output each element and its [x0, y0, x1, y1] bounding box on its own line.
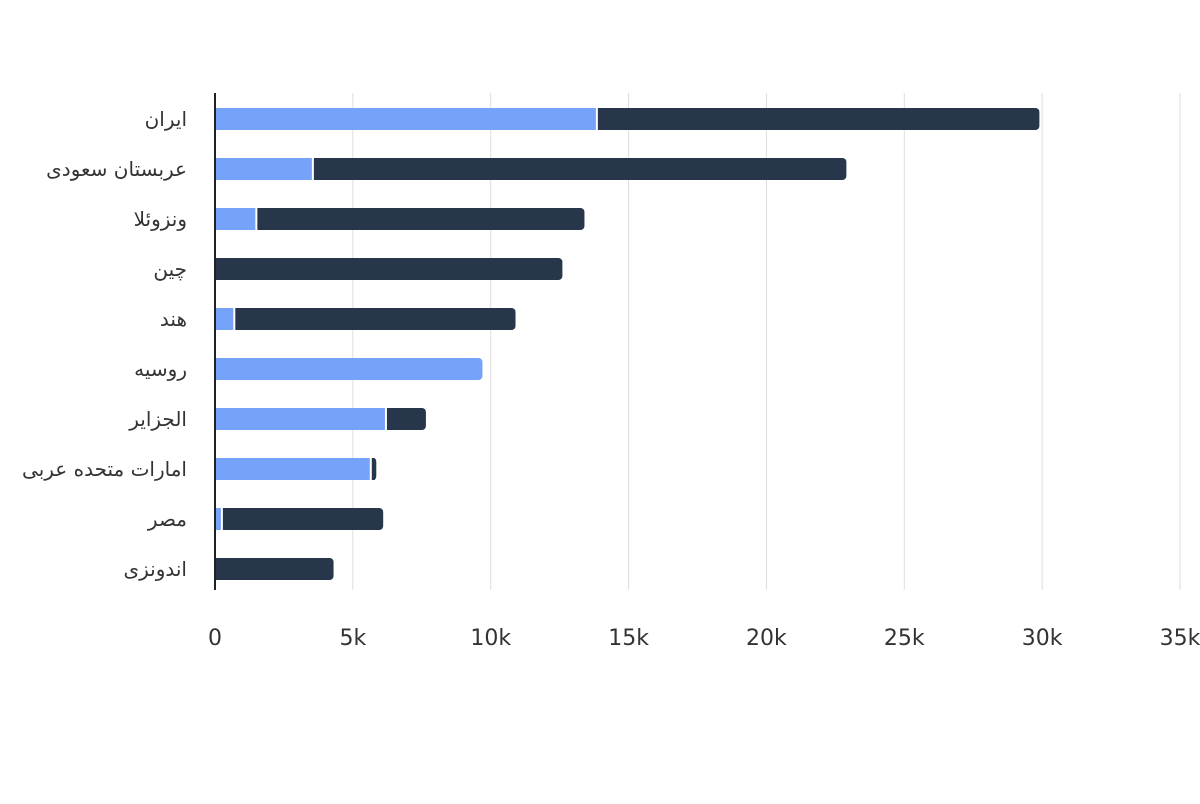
category-label-9: اندونزی [123, 557, 187, 581]
bar-0-series-1 [596, 108, 1040, 130]
bar-segment-rounded [385, 408, 426, 430]
bar-segment-base [256, 208, 261, 230]
bar-segment [215, 208, 257, 230]
bar-2-series-1 [256, 208, 585, 230]
bar-segment-base [215, 558, 219, 580]
x-tick-label-5: 25k [884, 626, 925, 651]
bar-segment-rounded [215, 258, 563, 280]
category-label-7: امارات متحده عربی [22, 457, 187, 481]
bar-segment-base [215, 258, 219, 280]
category-label-2: ونزوئلا [134, 207, 187, 231]
bar-9-series-1 [215, 558, 334, 580]
category-label-5: روسیه [134, 357, 187, 381]
bar-segment-base [312, 158, 317, 180]
bar-segment [215, 508, 222, 530]
bar-4-series-0 [215, 308, 235, 330]
bar-4-series-1 [234, 308, 516, 330]
bar-segment-rounded [596, 108, 1040, 130]
bar-7-series-1 [370, 458, 377, 480]
bar-1-series-0 [215, 158, 313, 180]
bar-0-series-0 [215, 108, 597, 130]
category-label-4: هند [160, 307, 187, 331]
category-label-1: عربستان سعودی [46, 157, 187, 181]
x-tick-label-6: 30k [1022, 626, 1063, 651]
bar-segment [215, 458, 371, 480]
bar-3-series-1 [215, 258, 563, 280]
bar-segment-rounded [312, 158, 847, 180]
bar-segment-rounded [234, 308, 516, 330]
bar-1-series-1 [312, 158, 847, 180]
bar-segment-rounded [215, 358, 483, 380]
bar-6-series-0 [215, 408, 386, 430]
x-tick-label-7: 35k [1160, 626, 1200, 651]
x-tick-label-3: 15k [608, 626, 649, 651]
bar-2-series-0 [215, 208, 257, 230]
bar-segment-rounded [256, 208, 585, 230]
bar-segment-base [234, 308, 239, 330]
x-tick-label-2: 10k [470, 626, 511, 651]
bar-segment-base [370, 458, 375, 480]
bar-7-series-0 [215, 458, 371, 480]
bar-segment-rounded [221, 508, 384, 530]
category-label-8: مصر [147, 507, 187, 531]
bar-5-series-0 [215, 358, 483, 380]
bars [215, 108, 1040, 580]
bar-segment [215, 408, 386, 430]
category-labels: ایران عربستان سعودی ونزوئلا چین هند روسیه الجز… [22, 107, 187, 581]
bar-segment [215, 308, 235, 330]
bar-6-series-1 [385, 408, 426, 430]
bar-segment-base [596, 108, 601, 130]
bar-segment [215, 108, 597, 130]
bar-segment-base [385, 408, 390, 430]
bar-segment-base [221, 508, 226, 530]
x-tick-labels: 0 5k 10k 15k 20k 25k 30k 35k [208, 626, 1200, 651]
category-label-0: ایران [145, 107, 187, 131]
bar-segment [215, 158, 313, 180]
x-tick-label-0: 0 [208, 626, 222, 651]
x-tick-label-4: 20k [746, 626, 787, 651]
category-label-6: الجزایر [128, 407, 187, 431]
bar-8-series-0 [215, 508, 222, 530]
bar-segment-rounded [215, 558, 334, 580]
category-label-3: چین [153, 257, 187, 281]
bar-segment-base [215, 358, 219, 380]
x-tick-label-1: 5k [339, 626, 366, 651]
bar-8-series-1 [221, 508, 384, 530]
